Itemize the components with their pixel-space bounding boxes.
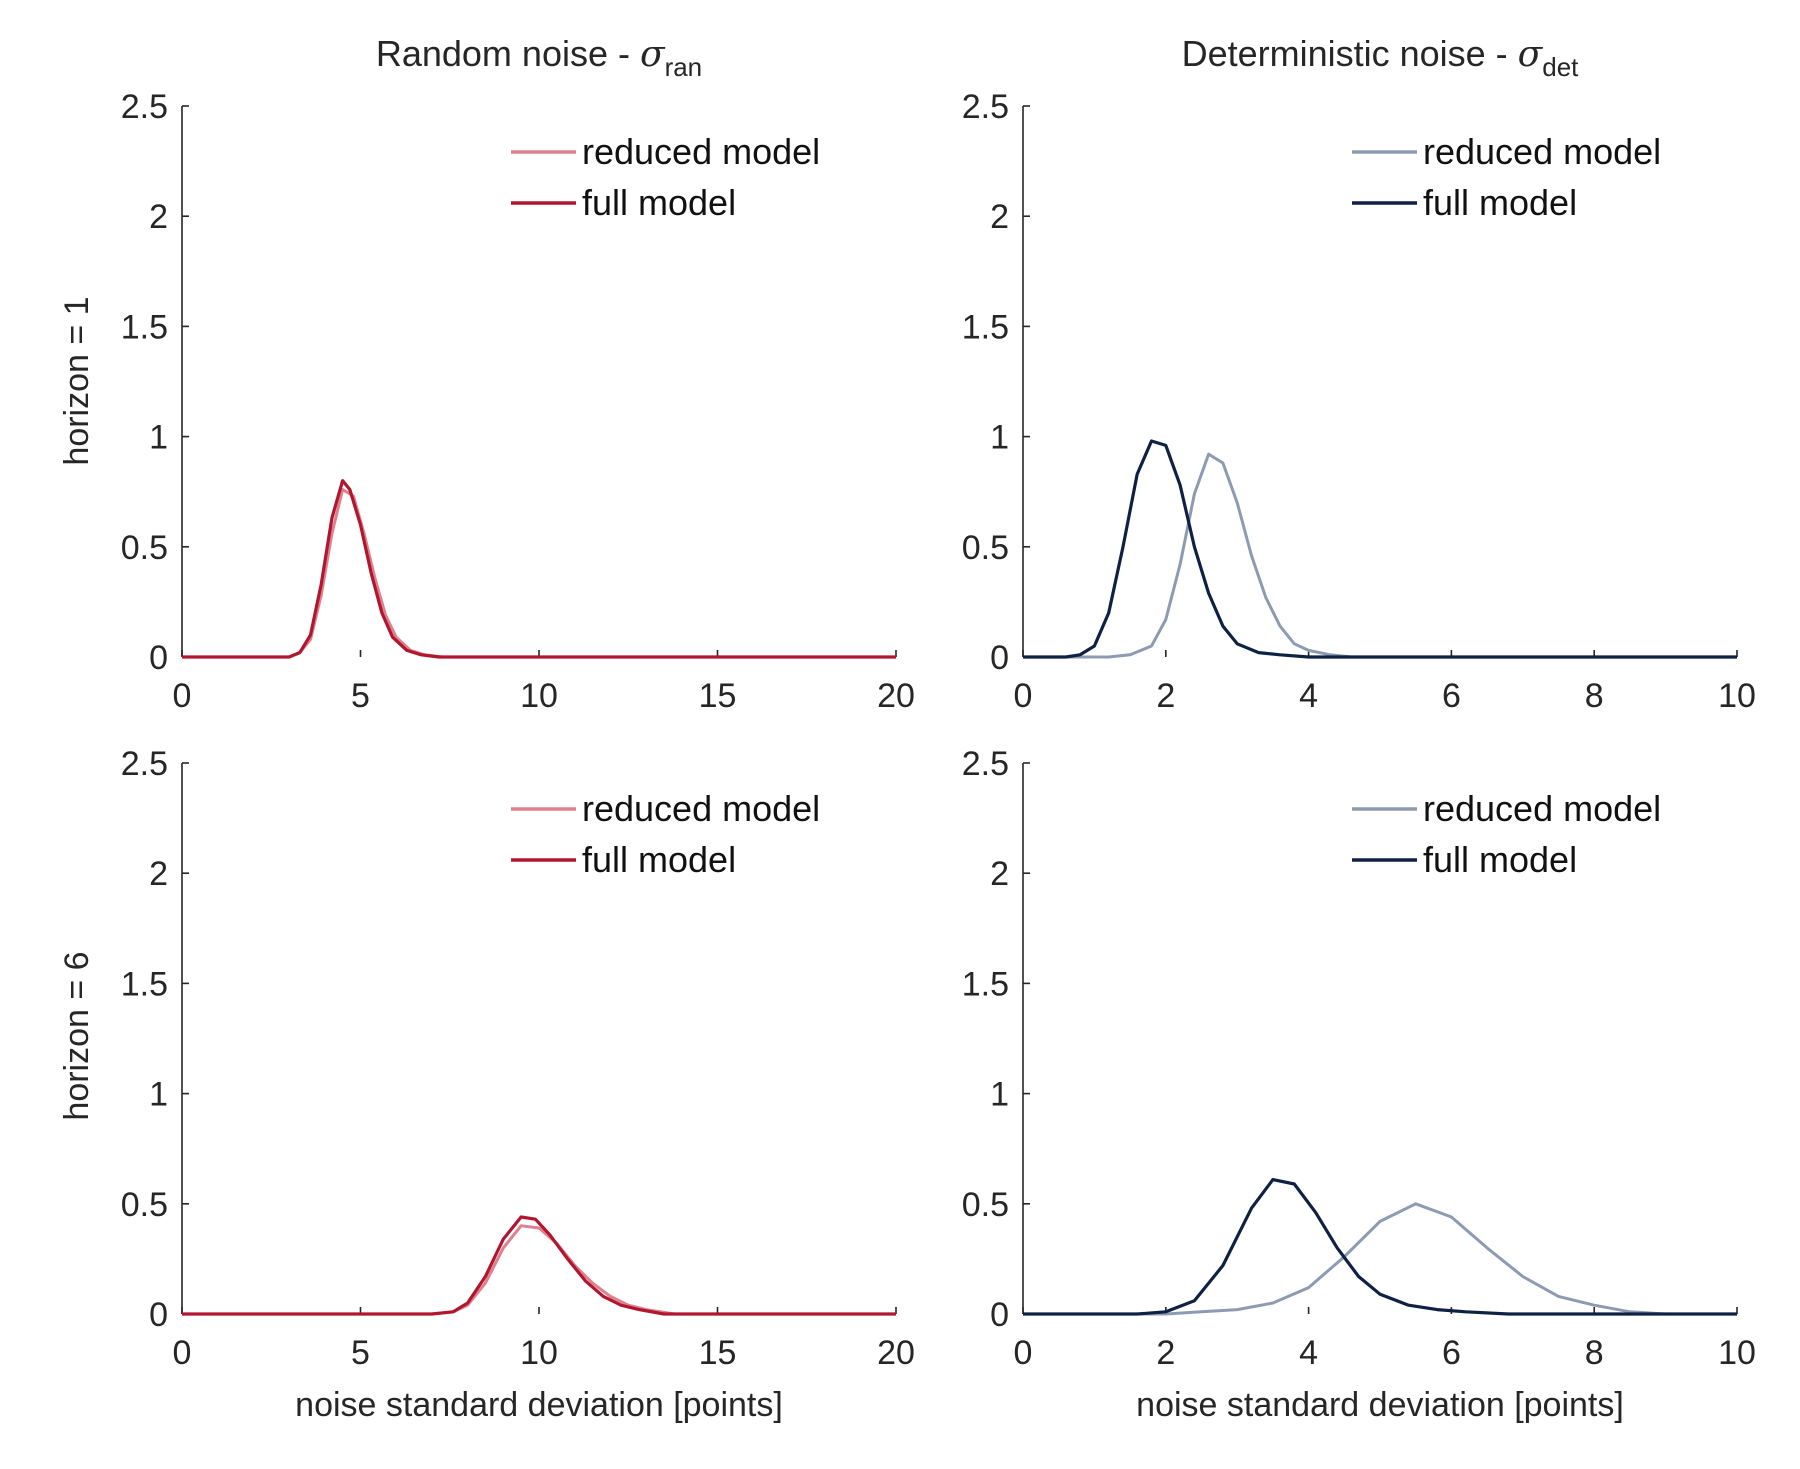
x-tick-label: 2 bbox=[1156, 1334, 1175, 1372]
x-tick-label: 10 bbox=[520, 677, 558, 715]
y-tick-label: 1 bbox=[990, 419, 1009, 457]
legend-label-full-model: full model bbox=[1423, 182, 1577, 223]
panel-title: Deterministic noise - σdet bbox=[1182, 33, 1580, 82]
x-axis-label: noise standard deviation [points] bbox=[1136, 1386, 1624, 1424]
x-tick-label: 0 bbox=[173, 1334, 192, 1372]
y-tick-label: 2 bbox=[149, 198, 168, 236]
series-line-full-model bbox=[1023, 439, 1737, 659]
y-tick-label: 2 bbox=[990, 198, 1009, 236]
x-tick-label: 0 bbox=[1014, 677, 1033, 715]
x-tick-label: 4 bbox=[1299, 677, 1318, 715]
panel-title-subscript: ran bbox=[665, 52, 703, 82]
y-tick-label: 2 bbox=[149, 855, 168, 893]
y-tick-label: 2 bbox=[990, 855, 1009, 893]
y-tick-label: 0.5 bbox=[962, 529, 1009, 567]
y-tick-label: 0 bbox=[990, 1296, 1009, 1334]
panel-title-main: Random noise - bbox=[376, 33, 640, 74]
series-line-reduced-model bbox=[1023, 1202, 1737, 1316]
legend-label-full-model: full model bbox=[1423, 839, 1577, 880]
y-tick-label: 1 bbox=[149, 1076, 168, 1114]
x-tick-label: 6 bbox=[1442, 677, 1461, 715]
y-tick-label: 0.5 bbox=[962, 1186, 1009, 1224]
legend-label-reduced-model: reduced model bbox=[1423, 131, 1661, 172]
y-tick-label: 0 bbox=[990, 639, 1009, 677]
y-tick-label: 1.5 bbox=[121, 308, 168, 346]
x-tick-label: 6 bbox=[1442, 1334, 1461, 1372]
x-tick-label: 2 bbox=[1156, 677, 1175, 715]
y-tick-label: 1.5 bbox=[962, 965, 1009, 1003]
y-tick-label: 2.5 bbox=[121, 88, 168, 126]
row-label-horizon-6: horizon = 6 bbox=[58, 951, 96, 1120]
x-axis-label: noise standard deviation [points] bbox=[295, 1386, 783, 1424]
x-tick-label: 5 bbox=[351, 677, 370, 715]
x-tick-label: 10 bbox=[520, 1334, 558, 1372]
y-tick-label: 0 bbox=[149, 639, 168, 677]
x-tick-label: 4 bbox=[1299, 1334, 1318, 1372]
panel-title-subscript: det bbox=[1542, 52, 1579, 82]
panel-title: Random noise - σran bbox=[376, 33, 702, 82]
series-line-full-model bbox=[182, 479, 896, 659]
y-tick-label: 2.5 bbox=[962, 88, 1009, 126]
series-line-full-model bbox=[182, 1215, 896, 1316]
legend-label-full-model: full model bbox=[582, 839, 736, 880]
y-tick-label: 2.5 bbox=[962, 745, 1009, 783]
panel-4: 0 0.5 1 1.5 2 2.5 0 2 4 6 8 10 reduced model full mod… bbox=[962, 745, 1756, 1424]
y-tick-label: 0 bbox=[149, 1296, 168, 1334]
y-tick-label: 1.5 bbox=[121, 965, 168, 1003]
x-tick-label: 0 bbox=[1014, 1334, 1033, 1372]
panel-title-main: Deterministic noise - bbox=[1182, 33, 1518, 74]
panel-title-symbol: σ bbox=[640, 34, 666, 75]
series-line-reduced-model bbox=[182, 1224, 896, 1316]
series-line-reduced-model bbox=[182, 488, 896, 659]
x-tick-label: 8 bbox=[1585, 677, 1604, 715]
row-label-horizon-1: horizon = 1 bbox=[58, 296, 96, 465]
x-tick-label: 15 bbox=[699, 1334, 737, 1372]
y-tick-label: 1.5 bbox=[962, 308, 1009, 346]
y-tick-label: 1 bbox=[149, 419, 168, 457]
x-tick-label: 8 bbox=[1585, 1334, 1604, 1372]
x-tick-label: 10 bbox=[1718, 677, 1756, 715]
series-line-reduced-model bbox=[1023, 452, 1737, 659]
y-tick-label: 2.5 bbox=[121, 745, 168, 783]
panel-title-symbol: σ bbox=[1518, 34, 1544, 75]
panel-3: 0 0.5 1 1.5 2 2.5 0 5 10 15 20 reduced model full mo… bbox=[121, 745, 915, 1424]
y-tick-label: 1 bbox=[990, 1076, 1009, 1114]
y-tick-label: 0.5 bbox=[121, 529, 168, 567]
x-tick-label: 20 bbox=[877, 677, 915, 715]
x-tick-label: 10 bbox=[1718, 1334, 1756, 1372]
series-line-full-model bbox=[1023, 1177, 1737, 1316]
panel-1: 0 0.5 1 1.5 2 2.5 0 5 10 15 20 reduced model full mo… bbox=[121, 33, 915, 715]
x-tick-label: 5 bbox=[351, 1334, 370, 1372]
legend-label-full-model: full model bbox=[582, 182, 736, 223]
legend-label-reduced-model: reduced model bbox=[582, 131, 820, 172]
legend-label-reduced-model: reduced model bbox=[582, 788, 820, 829]
x-tick-label: 0 bbox=[173, 677, 192, 715]
legend-label-reduced-model: reduced model bbox=[1423, 788, 1661, 829]
x-tick-label: 20 bbox=[877, 1334, 915, 1372]
y-tick-label: 0.5 bbox=[121, 1186, 168, 1224]
x-tick-label: 15 bbox=[699, 677, 737, 715]
panel-2: 0 0.5 1 1.5 2 2.5 0 2 4 6 8 10 reduced model full mod… bbox=[962, 33, 1756, 715]
